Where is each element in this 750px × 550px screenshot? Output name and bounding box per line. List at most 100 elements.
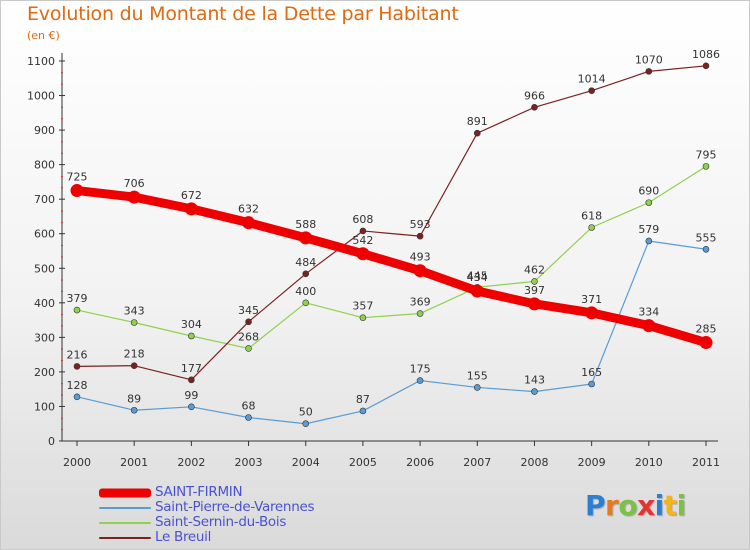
logo-letter: i (654, 489, 665, 522)
data-point (359, 227, 367, 235)
y-tick-label: 300 (34, 331, 55, 344)
data-point (416, 232, 424, 240)
proxiti-logo: Proxiti (585, 489, 686, 522)
data-label: 165 (581, 366, 602, 379)
y-tick-label: 500 (34, 262, 55, 275)
data-label: 484 (295, 256, 316, 269)
legend-swatch (99, 506, 151, 509)
data-point (356, 247, 370, 261)
series-line (72, 186, 711, 348)
series-line (76, 65, 707, 381)
data-point (299, 231, 313, 245)
data-point (73, 393, 81, 401)
data-point (245, 345, 252, 352)
data-point (130, 362, 138, 369)
x-tick-label: 2011 (692, 456, 720, 469)
logo-letter: i (676, 489, 687, 522)
x-tick-label: 2009 (578, 456, 606, 469)
data-label: 725 (67, 171, 88, 184)
data-label: 128 (67, 379, 88, 392)
data-point (302, 420, 310, 428)
legend-swatch (99, 521, 151, 524)
data-label: 89 (127, 392, 141, 405)
chart-subtitle: (en €) (27, 29, 60, 42)
data-label: 1086 (692, 48, 720, 61)
y-tick-label: 600 (34, 228, 55, 241)
data-point (588, 87, 595, 95)
data-label: 690 (638, 185, 659, 198)
data-label: 371 (581, 293, 602, 306)
legend-label: Saint-Sernin-du-Bois (155, 514, 287, 530)
legend-label: Saint-Pierre-de-Varennes (155, 499, 315, 515)
data-label: 345 (238, 304, 259, 317)
data-label: 268 (238, 330, 259, 343)
logo-letter: o (618, 489, 638, 522)
x-tick-label: 2005 (349, 456, 377, 469)
data-label: 379 (67, 292, 88, 305)
data-label: 87 (356, 393, 370, 406)
data-point (188, 376, 195, 384)
data-point (645, 199, 653, 206)
series-line (76, 240, 707, 425)
data-label: 304 (181, 318, 202, 331)
data-point (188, 332, 195, 340)
data-label: 672 (181, 189, 202, 202)
y-tick-label: 700 (34, 193, 55, 206)
data-point (702, 163, 710, 170)
data-point (531, 103, 538, 111)
x-tick-label: 2007 (463, 456, 491, 469)
data-point (645, 237, 653, 245)
x-tick-label: 2010 (635, 456, 663, 469)
series-line (76, 165, 707, 350)
legend-label: Le Breuil (155, 529, 212, 545)
logo-letter: P (585, 489, 606, 522)
data-label: 1014 (578, 73, 606, 86)
data-label: 155 (467, 369, 488, 382)
data-label: 334 (638, 306, 659, 319)
data-point (699, 336, 713, 350)
data-point (245, 414, 252, 421)
data-point (127, 190, 141, 204)
y-tick-label: 100 (34, 400, 55, 413)
data-label: 216 (67, 348, 88, 361)
legend-swatch (99, 488, 151, 497)
data-point (645, 68, 653, 75)
data-point (130, 406, 138, 414)
legend-label: SAINT-FIRMIN (155, 484, 243, 500)
data-label: 706 (124, 177, 145, 190)
data-label: 99 (184, 389, 198, 402)
data-label: 175 (410, 363, 431, 376)
data-point (302, 270, 310, 278)
data-label: 343 (124, 305, 145, 318)
data-point (416, 310, 424, 317)
data-label: 143 (524, 374, 545, 387)
data-label: 400 (295, 285, 316, 298)
y-tick-label: 1100 (27, 55, 55, 68)
data-label: 588 (295, 218, 316, 231)
data-label: 357 (352, 300, 373, 313)
data-label: 218 (124, 348, 145, 361)
data-point (359, 314, 367, 321)
y-tick-label: 400 (34, 297, 55, 310)
data-label: 632 (238, 203, 259, 216)
x-tick-label: 2003 (235, 456, 263, 469)
data-point (413, 264, 427, 278)
data-label: 68 (242, 400, 256, 413)
x-tick-label: 2006 (406, 456, 434, 469)
data-point (359, 407, 367, 415)
x-tick-label: 2008 (520, 456, 548, 469)
data-point (416, 377, 424, 384)
data-point (702, 62, 710, 70)
logo-letter: x (637, 489, 655, 522)
y-tick-label: 1000 (27, 90, 55, 103)
data-point (245, 318, 252, 326)
data-label: 177 (181, 362, 202, 375)
data-point (642, 319, 656, 333)
data-label: 555 (696, 231, 717, 244)
x-tick-label: 2001 (120, 456, 148, 469)
data-point (73, 363, 81, 370)
data-point (585, 306, 599, 320)
x-tick-label: 2000 (63, 456, 91, 469)
y-tick-label: 0 (48, 435, 55, 448)
